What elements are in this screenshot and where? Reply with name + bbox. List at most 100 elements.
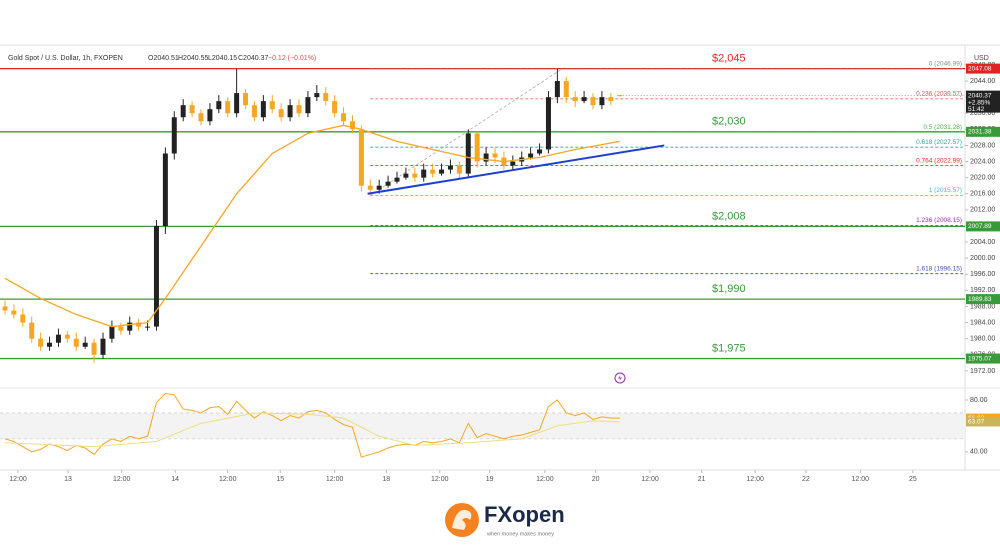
candle-body xyxy=(554,81,560,98)
candle-body xyxy=(251,105,257,118)
fib-label: 0.618 (2027.57) xyxy=(916,139,962,146)
alert-icon xyxy=(614,372,626,384)
fib-label: 1.618 (1996.15) xyxy=(916,265,962,272)
rsi-tag xyxy=(966,417,1000,427)
candle-body xyxy=(323,93,329,102)
x-tick-label: 13 xyxy=(64,476,72,483)
candle-body xyxy=(109,326,115,339)
candle-body xyxy=(100,338,106,355)
logo: FXopen when money makes money xyxy=(445,502,565,537)
candle-body xyxy=(198,113,204,122)
candle-body xyxy=(332,101,338,114)
last-price-label: 2040.37 xyxy=(968,92,992,99)
axes: 2048.002044.002040.002036.002032.002028.… xyxy=(9,62,1000,483)
candle-body xyxy=(91,342,97,355)
x-tick-label: 12:00 xyxy=(536,476,554,483)
candle-body xyxy=(528,153,534,158)
y-tick-label: 2036.00 xyxy=(970,110,995,117)
logo-brand: FXopen xyxy=(484,502,565,527)
x-tick-label: 12:00 xyxy=(641,476,659,483)
candle-body xyxy=(483,153,489,162)
candle-body xyxy=(207,109,213,122)
currency: USD xyxy=(974,55,989,62)
candle-body xyxy=(287,105,293,118)
y-tick-label: 2028.00 xyxy=(970,142,995,149)
x-tick-label: 14 xyxy=(171,476,179,483)
candle-body xyxy=(127,322,133,331)
candle-body xyxy=(385,181,391,186)
chart-title: Gold Spot / U.S. Dollar, 1h, FXOPEN xyxy=(8,55,123,62)
candle-body xyxy=(73,338,79,347)
candle-body xyxy=(136,322,142,327)
ohlc-value: H2040.55 xyxy=(178,55,208,62)
candle-body xyxy=(537,149,543,154)
level-tag-label: 2031.38 xyxy=(968,129,992,136)
level-label: $1,975 xyxy=(712,342,746,354)
candle-body xyxy=(162,153,168,226)
candle-body xyxy=(38,338,44,347)
x-tick-label: 18 xyxy=(382,476,390,483)
x-tick-label: 25 xyxy=(909,476,917,483)
candle-body xyxy=(278,109,284,118)
level-tag xyxy=(966,126,1000,137)
candle-body xyxy=(153,225,159,327)
candle-body xyxy=(341,113,347,122)
level-tag-label: 2047.08 xyxy=(968,65,992,72)
fib-label: 0 (2046.99) xyxy=(929,61,962,68)
candle-body xyxy=(11,310,17,315)
candle-body xyxy=(599,97,605,106)
candle-body xyxy=(590,97,596,106)
candle-body xyxy=(2,306,8,311)
level-tag xyxy=(966,63,1000,74)
candle-body xyxy=(20,314,26,323)
candle-body xyxy=(145,326,151,328)
x-tick-label: 22 xyxy=(802,476,810,483)
ohlc-header: O2040.51 H2040.55 L2040.15 C2040.37 −0.12 (−… xyxy=(148,55,316,62)
x-tick-label: 12:00 xyxy=(219,476,237,483)
candle-body xyxy=(376,185,382,190)
countdown: 51:42 xyxy=(968,106,985,113)
ohlc-value: O2040.51 xyxy=(148,55,179,62)
candle-body xyxy=(608,97,614,102)
y-tick-label: 2000.00 xyxy=(970,255,995,262)
candle-body xyxy=(465,133,471,174)
candle-body xyxy=(412,173,418,178)
moving-average xyxy=(4,124,620,328)
candle-body xyxy=(216,101,222,110)
x-tick-label: 12:00 xyxy=(852,476,870,483)
level-tag-label: 2007.89 xyxy=(968,223,992,230)
y-tick-label: 2044.00 xyxy=(970,78,995,85)
level-tag xyxy=(966,294,1000,305)
x-tick-label: 12:00 xyxy=(9,476,27,483)
candle-body xyxy=(82,342,88,347)
candle-body xyxy=(430,169,436,174)
y-tick-label: 2004.00 xyxy=(970,239,995,246)
candle-body xyxy=(118,326,124,331)
level-label: $1,990 xyxy=(712,283,746,295)
candle-body xyxy=(349,121,355,130)
candle-body xyxy=(64,334,70,339)
y-tick-label: 2012.00 xyxy=(970,207,995,214)
candle-body xyxy=(29,322,35,339)
ohlc-value: −0.12 (−0.01%) xyxy=(268,55,316,62)
candle-body xyxy=(581,97,587,102)
fib-diagonal xyxy=(370,68,563,196)
level-label: $2,030 xyxy=(712,116,746,128)
y-tick-label: 1992.00 xyxy=(970,287,995,294)
candle-body xyxy=(510,161,516,166)
x-tick-label: 12:00 xyxy=(746,476,764,483)
candle-body xyxy=(421,169,427,178)
plot xyxy=(2,68,665,458)
candle-body xyxy=(394,177,400,182)
fib-label: 1.236 (2008.15) xyxy=(916,217,962,224)
trendline xyxy=(367,144,665,195)
candle-body xyxy=(314,93,320,98)
rsi-y-tick-label: 40.00 xyxy=(970,449,988,456)
y-tick-label: 1984.00 xyxy=(970,319,995,326)
candle-body xyxy=(171,117,177,154)
candle-body xyxy=(47,342,53,347)
y-tick-label: 2020.00 xyxy=(970,174,995,181)
grid: $2,045 $2,030 $2,008 $1,990 $1,975 0 (2046.99… xyxy=(0,53,965,440)
rsi-line xyxy=(4,392,620,458)
